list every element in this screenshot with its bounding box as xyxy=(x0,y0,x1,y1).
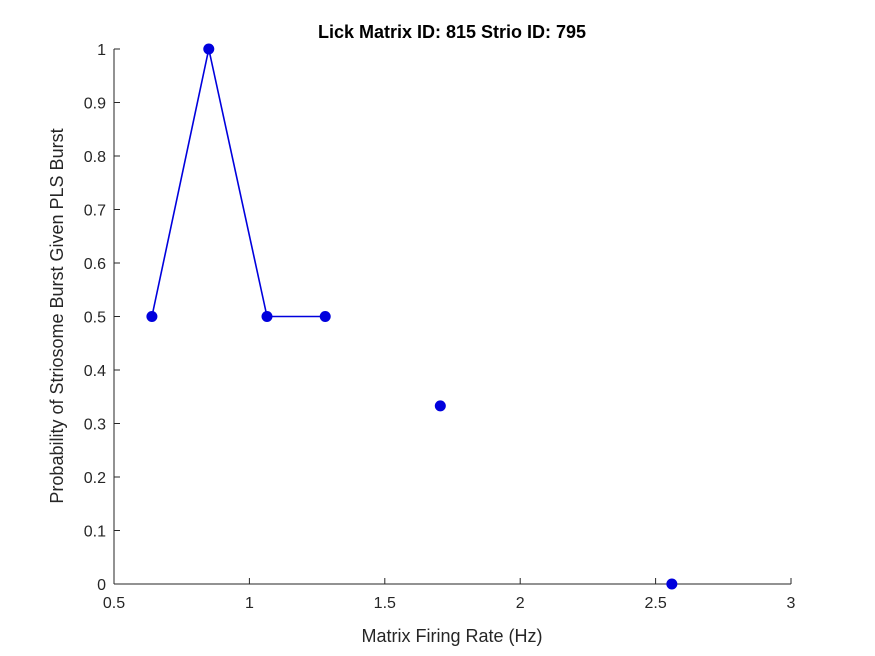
y-tick-label: 0.4 xyxy=(84,363,106,380)
x-axis-label: Matrix Firing Rate (Hz) xyxy=(361,626,542,646)
x-tick-label: 1.5 xyxy=(374,595,396,612)
x-tick-label: 2 xyxy=(516,595,525,612)
y-tick-label: 0 xyxy=(97,577,106,594)
data-series xyxy=(146,43,678,590)
chart-title: Lick Matrix ID: 815 Strio ID: 795 xyxy=(318,22,586,42)
y-tick-label: 0.3 xyxy=(84,417,106,434)
y-tick-label: 0.8 xyxy=(84,149,106,166)
y-tick-label: 0.1 xyxy=(84,524,106,541)
x-tick-label: 0.5 xyxy=(103,595,125,612)
y-tick-label: 0.6 xyxy=(84,256,106,273)
y-tick-label: 0.5 xyxy=(84,310,106,327)
x-tick-label: 2.5 xyxy=(644,595,666,612)
x-tick-label: 3 xyxy=(787,595,796,612)
data-point xyxy=(261,311,273,322)
data-point xyxy=(203,43,215,55)
data-point xyxy=(434,400,446,412)
y-tick-label: 1 xyxy=(97,42,106,59)
data-point xyxy=(319,311,331,322)
ticks: 0.5 1 1.5 2 2.5 3 0 0.1 0.2 0.3 0.4 0.5 0.6 0.7 0.8 0.9… xyxy=(84,42,796,612)
data-point xyxy=(666,578,678,590)
series-line-segment xyxy=(207,48,268,317)
y-tick-label: 0.9 xyxy=(84,96,106,113)
data-point xyxy=(146,311,158,322)
y-axis-label: Probability of Striosome Burst Given PLS… xyxy=(47,128,67,503)
y-tick-label: 0.2 xyxy=(84,470,106,487)
y-tick-label: 0.7 xyxy=(84,203,106,220)
series-line-segment xyxy=(151,48,210,317)
x-tick-label: 1 xyxy=(245,595,254,612)
